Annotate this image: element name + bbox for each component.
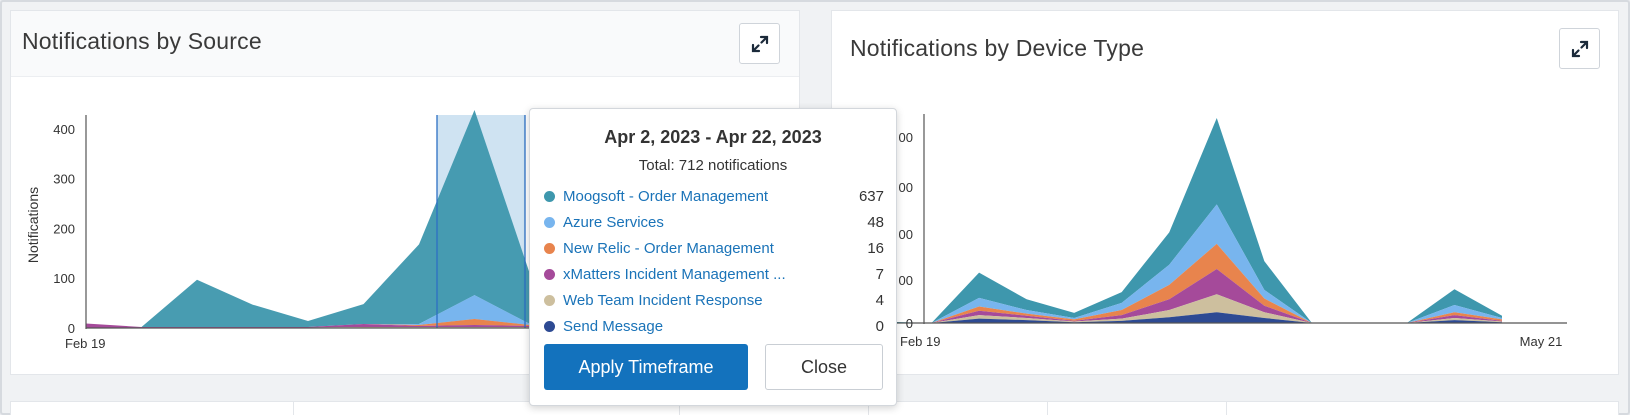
card-header — [11, 11, 799, 77]
legend-row[interactable]: Azure Services 48 — [544, 211, 884, 233]
series-color-dot — [544, 320, 555, 332]
y-tick-label: 100 — [53, 271, 75, 286]
card-title: Notifications by Source — [22, 28, 262, 54]
popover-total: Total: 712 notifications — [638, 157, 788, 174]
area-series-azure[interactable] — [86, 295, 586, 328]
legend-row[interactable]: Moogsoft - Order Management 637 — [544, 185, 884, 207]
series-value: 0 — [875, 317, 884, 335]
source-area-chart[interactable]: 0 100 200 300 400 Feb 19 Notifications — [11, 77, 801, 377]
y-tick-label: 00 — [899, 180, 913, 195]
area-series-azure[interactable] — [884, 204, 1502, 323]
y-tick-label: 00 — [899, 130, 913, 145]
area-series-newrelic[interactable] — [884, 243, 1502, 323]
legend-row[interactable]: Send Message 0 — [544, 315, 884, 337]
y-tick-label: 300 — [53, 172, 75, 187]
y-axis-title: Notifications — [25, 187, 41, 263]
series-label[interactable]: Azure Services — [563, 213, 664, 231]
area-series-webteam[interactable] — [884, 294, 1502, 323]
series-color-dot — [544, 268, 555, 280]
area-series-moogsoft[interactable] — [884, 118, 1502, 323]
series-value: 48 — [867, 213, 884, 231]
series-color-dot — [544, 294, 555, 306]
series-color-dot — [544, 190, 555, 202]
legend-row[interactable]: New Relic - Order Management 16 — [544, 237, 884, 259]
series-value: 7 — [875, 265, 884, 283]
series-color-dot — [544, 216, 555, 228]
expand-arrows-icon — [751, 35, 768, 52]
apply-timeframe-button[interactable]: Apply Timeframe — [544, 344, 748, 390]
close-button[interactable]: Close — [765, 344, 883, 390]
expand-button[interactable] — [1559, 28, 1600, 69]
area-series-moogsoft[interactable] — [86, 109, 586, 328]
card-title: Notifications by Device Type — [850, 35, 1145, 61]
area-series-newrelic[interactable] — [86, 319, 586, 328]
legend-row[interactable]: xMatters Incident Management ... 7 — [544, 263, 884, 285]
y-tick-label: 400 — [53, 122, 75, 137]
y-tick-label: 0 — [68, 321, 75, 336]
y-tick-label: 0 — [906, 316, 913, 331]
y-tick-label: 00 — [899, 273, 913, 288]
x-tick-label: Feb 19 — [900, 334, 940, 349]
legend-row[interactable]: Web Team Incident Response 4 — [544, 289, 884, 311]
y-tick-label: 00 — [899, 227, 913, 242]
x-tick-label: Feb 19 — [65, 336, 105, 351]
y-tick-label: 200 — [53, 221, 75, 236]
expand-button[interactable] — [739, 23, 780, 64]
notifications-by-source-card: Notifications by Source 0 100 200 300 400 Feb… — [10, 10, 800, 375]
area-series-xmatters[interactable] — [884, 269, 1502, 323]
series-color-dot — [544, 242, 555, 254]
notifications-by-device-card: Notifications by Device Type 0 00 00 00 00 Fe… — [831, 10, 1619, 375]
series-label[interactable]: Send Message — [563, 317, 664, 335]
popover-date-range: Apr 2, 2023 - Apr 22, 2023 — [604, 127, 822, 147]
series-value: 637 — [858, 187, 884, 205]
area-series-xmatters[interactable] — [86, 323, 586, 328]
series-label[interactable]: Web Team Incident Response — [563, 291, 763, 309]
area-series-sendmessage[interactable] — [884, 312, 1502, 323]
series-label[interactable]: xMatters Incident Management ... — [563, 265, 786, 283]
expand-arrows-icon — [1571, 40, 1588, 57]
x-tick-label: May 21 — [1520, 334, 1563, 349]
series-label[interactable]: Moogsoft - Order Management — [563, 187, 769, 205]
series-value: 4 — [875, 291, 884, 309]
timeframe-popover: Apr 2, 2023 - Apr 22, 2023 Total: 712 no… — [529, 108, 897, 406]
series-value: 16 — [867, 239, 884, 257]
series-label[interactable]: New Relic - Order Management — [563, 239, 774, 257]
